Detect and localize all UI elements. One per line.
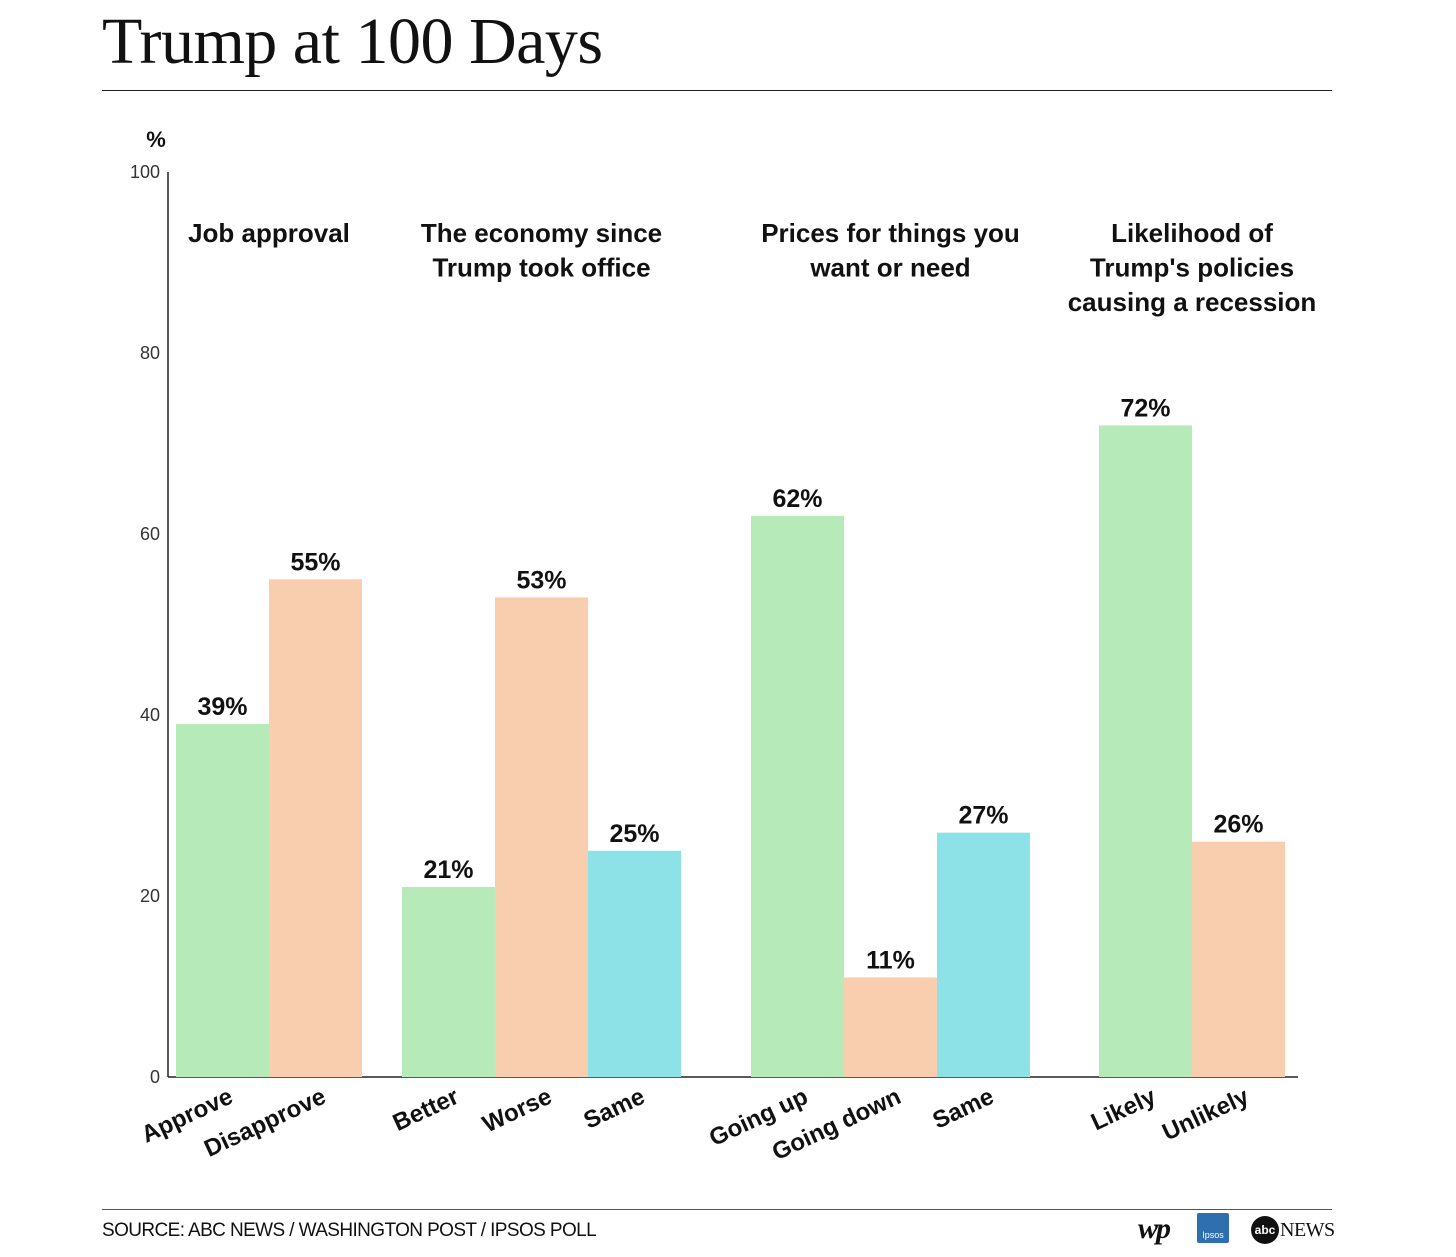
bar	[751, 515, 844, 1077]
bar	[1099, 425, 1192, 1077]
washington-post-logo: wp	[1138, 1212, 1171, 1245]
x-tick-label: Worse	[479, 1083, 557, 1138]
y-tick-label: 20	[140, 886, 160, 906]
x-tick-label: Same	[580, 1083, 649, 1135]
footer-divider	[102, 1209, 1332, 1210]
page-title: Trump at 100 Days	[102, 5, 603, 78]
news-wordmark: NEWS	[1280, 1218, 1335, 1241]
data-label: 11%	[866, 946, 915, 974]
data-label: 53%	[516, 566, 566, 594]
y-tick-label: 100	[130, 162, 160, 182]
x-tick-label: Same	[929, 1083, 998, 1135]
bar	[844, 977, 937, 1077]
data-label: 26%	[1213, 811, 1263, 839]
x-tick-label: Better	[389, 1083, 463, 1137]
ipsos-logo: Ipsos	[1197, 1213, 1229, 1243]
abc-logo-mark: abc	[1251, 1216, 1279, 1244]
y-tick-label: 0	[150, 1067, 160, 1087]
bar	[176, 724, 269, 1077]
x-tick-label: Unlikely	[1158, 1083, 1253, 1147]
bar	[402, 886, 495, 1077]
group-title: Prices for things you want or need	[761, 218, 1020, 283]
y-tick-label: 80	[140, 343, 160, 363]
data-label: 62%	[772, 485, 822, 513]
group-title: Job approval	[188, 218, 350, 248]
abc-news-logo: abc NEWS	[1251, 1216, 1335, 1244]
bar	[269, 579, 362, 1077]
bar	[1192, 841, 1285, 1077]
data-label: 21%	[423, 856, 473, 884]
y-tick-label: 60	[140, 524, 160, 544]
source-note: SOURCE: ABC NEWS / WASHINGTON POST / IPS…	[102, 1220, 597, 1241]
data-label: 55%	[290, 548, 340, 576]
publisher-logos: wp Ipsos abc NEWS	[1130, 1210, 1340, 1250]
group-title: Likelihood of Trump's policies causing a r…	[1068, 218, 1317, 317]
y-tick-label: 40	[140, 705, 160, 725]
data-label: 39%	[197, 693, 247, 721]
bar	[937, 832, 1030, 1077]
group-title: The economy since Trump took office	[421, 218, 662, 283]
data-label: 25%	[609, 820, 659, 848]
bar	[495, 597, 588, 1077]
x-tick-label: Likely	[1087, 1083, 1161, 1137]
title-divider	[102, 90, 1332, 91]
bar	[588, 850, 681, 1077]
y-axis-label: %	[146, 127, 166, 152]
data-label: 27%	[958, 802, 1008, 830]
data-label: 72%	[1120, 394, 1170, 422]
